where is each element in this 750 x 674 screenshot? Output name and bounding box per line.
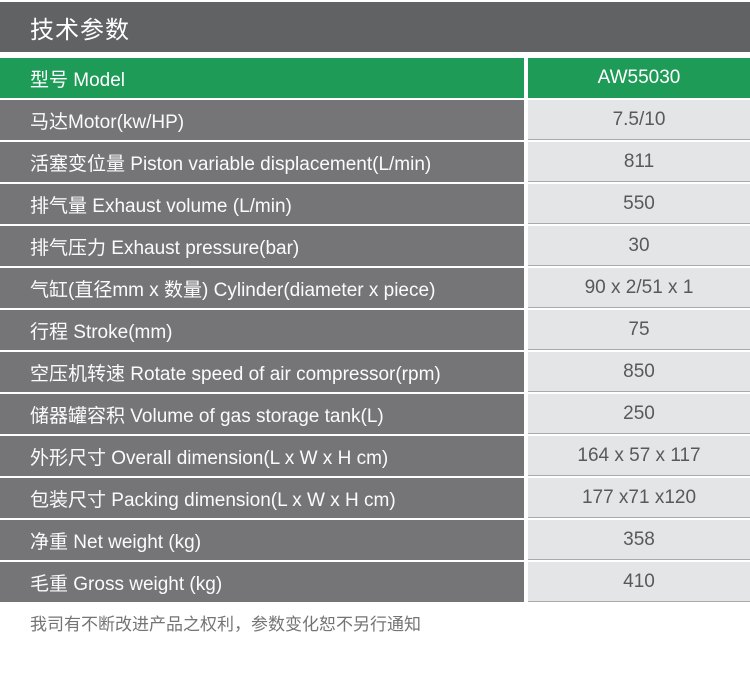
disclaimer-note: 我司有不断改进产品之权利，参数变化恕不另行通知 [30, 615, 421, 634]
spec-label: 包装尺寸 Packing dimension(L x W x H cm) [0, 478, 524, 518]
spec-value: 358 [528, 520, 750, 560]
model-label: 型号 Model [0, 58, 524, 98]
spec-row-cylinder: 气缸(直径mm x 数量) Cylinder(diameter x piece)… [0, 268, 750, 308]
spec-row-gross-weight: 毛重 Gross weight (kg) 410 [0, 562, 750, 602]
spec-label: 储器罐容积 Volume of gas storage tank(L) [0, 394, 524, 434]
spec-value: 250 [528, 394, 750, 434]
spec-value: 811 [528, 142, 750, 182]
spec-row-exhaust-volume: 排气量 Exhaust volume (L/min) 550 [0, 184, 750, 224]
spec-value: 7.5/10 [528, 100, 750, 140]
spec-label: 气缸(直径mm x 数量) Cylinder(diameter x piece) [0, 268, 524, 308]
spec-row-packing-dimension: 包装尺寸 Packing dimension(L x W x H cm) 177… [0, 478, 750, 518]
spec-row-exhaust-pressure: 排气压力 Exhaust pressure(bar) 30 [0, 226, 750, 266]
spec-label: 排气量 Exhaust volume (L/min) [0, 184, 524, 224]
page-title: 技术参数 [30, 16, 130, 44]
spec-label: 净重 Net weight (kg) [0, 520, 524, 560]
spec-value: 177 x71 x120 [528, 478, 750, 518]
spec-value: 75 [528, 310, 750, 350]
spec-label: 行程 Stroke(mm) [0, 310, 524, 350]
spec-table: 型号 Model AW55030 马达Motor(kw/HP) 7.5/10 活… [0, 58, 750, 602]
spec-row-motor: 马达Motor(kw/HP) 7.5/10 [0, 100, 750, 140]
spec-row-overall-dimension: 外形尺寸 Overall dimension(L x W x H cm) 164… [0, 436, 750, 476]
spec-label: 排气压力 Exhaust pressure(bar) [0, 226, 524, 266]
spec-value: 410 [528, 562, 750, 602]
model-row: 型号 Model AW55030 [0, 58, 750, 98]
spec-value: 850 [528, 352, 750, 392]
spec-value: 90 x 2/51 x 1 [528, 268, 750, 308]
spec-label: 毛重 Gross weight (kg) [0, 562, 524, 602]
spec-label: 外形尺寸 Overall dimension(L x W x H cm) [0, 436, 524, 476]
spec-label: 空压机转速 Rotate speed of air compressor(rpm… [0, 352, 524, 392]
spec-value: 550 [528, 184, 750, 224]
section-header-bar: 技术参数 [0, 2, 750, 52]
spec-value: 164 x 57 x 117 [528, 436, 750, 476]
spec-row-net-weight: 净重 Net weight (kg) 358 [0, 520, 750, 560]
spec-label: 活塞变位量 Piston variable displacement(L/min… [0, 142, 524, 182]
spec-value: 30 [528, 226, 750, 266]
spec-row-piston-displacement: 活塞变位量 Piston variable displacement(L/min… [0, 142, 750, 182]
model-value: AW55030 [528, 58, 750, 98]
spec-row-stroke: 行程 Stroke(mm) 75 [0, 310, 750, 350]
spec-label: 马达Motor(kw/HP) [0, 100, 524, 140]
spec-row-rotate-speed: 空压机转速 Rotate speed of air compressor(rpm… [0, 352, 750, 392]
spec-row-tank-volume: 储器罐容积 Volume of gas storage tank(L) 250 [0, 394, 750, 434]
